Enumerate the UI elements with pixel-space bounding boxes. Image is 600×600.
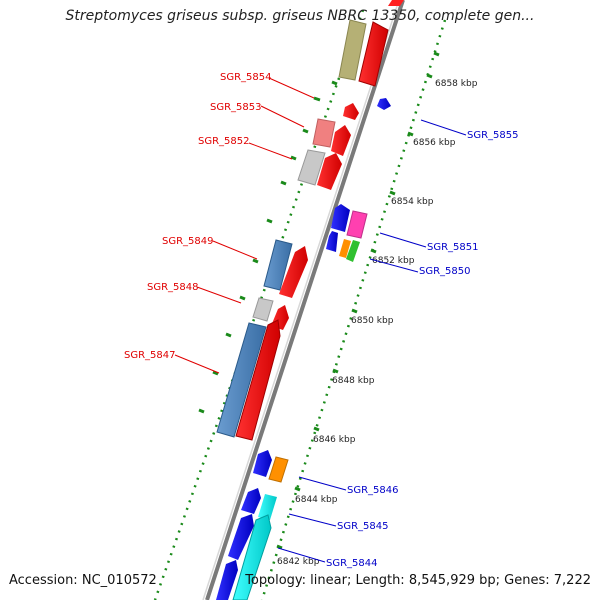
tick-label-6858: 6858 kbp [435, 79, 478, 89]
genes-label: Genes: [504, 573, 550, 588]
label-sgr5852[interactable]: SGR_5852 [198, 136, 250, 147]
gene-red-5853b[interactable] [331, 125, 351, 156]
gene-steel-5847[interactable] [216, 322, 267, 438]
gene-red-5849[interactable] [279, 246, 308, 298]
gene-blue-5851a[interactable] [331, 204, 350, 232]
label-sgr5848[interactable]: SGR_5848 [147, 282, 199, 293]
label-sgr5855[interactable]: SGR_5855 [467, 130, 519, 141]
gene-red-topmost[interactable] [388, 0, 404, 6]
left-track-ticks [198, 38, 352, 414]
gene-orange-5846[interactable] [268, 456, 289, 483]
gene-grey-5852[interactable] [297, 149, 326, 186]
gene-red-5847[interactable] [235, 319, 281, 441]
gene-blue-5846[interactable] [253, 450, 272, 477]
gene-steel-5849[interactable] [263, 239, 293, 291]
accession-label: Accession: [9, 573, 78, 588]
gene-cyan-5844[interactable] [232, 514, 272, 600]
gene-olive-top[interactable] [338, 19, 367, 81]
label-sgr5851[interactable]: SGR_5851 [427, 242, 479, 253]
topology-label: Topology: [245, 573, 307, 588]
gene-pink-5851[interactable] [346, 210, 368, 239]
tick-label-6842: 6842 kbp [277, 557, 320, 567]
label-sgr5854[interactable]: SGR_5854 [220, 72, 272, 83]
kbp-tick-labels: 6842 kbp 6844 kbp 6846 kbp 6848 kbp 6850… [277, 79, 478, 567]
length-label: Length: [355, 573, 405, 588]
gene-red-5852[interactable] [317, 153, 342, 190]
tick-label-6856: 6856 kbp [413, 138, 456, 148]
gene-orange-5850[interactable] [339, 239, 351, 258]
label-sgr5846[interactable]: SGR_5846 [347, 485, 399, 496]
sequence-backbone [205, 0, 405, 600]
left-gene-labels: SGR_5854 SGR_5853 SGR_5852 SGR_5849 SGR_… [124, 72, 315, 374]
tick-label-6854: 6854 kbp [391, 197, 434, 207]
gene-blue-5851b[interactable] [326, 231, 338, 252]
genome-summary-footer: Topology: linear; Length: 8,545,929 bp; … [245, 573, 591, 588]
gene-cyan-5845[interactable] [258, 494, 277, 520]
gene-blue-5845[interactable] [241, 488, 261, 514]
right-gene-labels: SGR_5855 SGR_5851 SGR_5850 SGR_5846 SGR_… [277, 119, 519, 569]
right-track-ticks [276, 51, 440, 550]
gene-blue-5844[interactable] [228, 514, 254, 560]
genes-value: 7,222 [553, 573, 591, 588]
gene-pink-5853[interactable] [312, 118, 336, 148]
tick-label-6846: 6846 kbp [313, 435, 356, 445]
length-value: 8,545,929 bp; [408, 573, 501, 588]
tick-label-6844: 6844 kbp [295, 495, 338, 505]
gene-red-top[interactable] [358, 21, 389, 87]
label-sgr5853[interactable]: SGR_5853 [210, 102, 262, 113]
tick-label-6852: 6852 kbp [372, 256, 415, 266]
gene-sgr5855[interactable] [377, 98, 391, 110]
gene-blue-bottom[interactable] [216, 560, 238, 600]
label-sgr5850[interactable]: SGR_5850 [419, 266, 471, 277]
gene-green-5850[interactable] [346, 240, 360, 262]
gene-grey-5848[interactable] [252, 297, 274, 322]
tick-label-6848: 6848 kbp [332, 376, 375, 386]
label-sgr5847[interactable]: SGR_5847 [124, 350, 176, 361]
topology-value: linear; [310, 573, 352, 588]
accession-value: NC_010572 [81, 573, 157, 588]
label-sgr5845[interactable]: SGR_5845 [337, 521, 389, 532]
sequence-backbone-highlight [202, 0, 400, 600]
label-sgr5844[interactable]: SGR_5844 [326, 558, 378, 569]
gene-red-5853-arrow[interactable] [343, 103, 359, 120]
label-sgr5849[interactable]: SGR_5849 [162, 236, 214, 247]
accession-footer: Accession: NC_010572 [9, 573, 157, 588]
tick-label-6850: 6850 kbp [351, 316, 394, 326]
map-title: Streptomyces griseus subsp. griseus NBRC… [65, 8, 535, 24]
